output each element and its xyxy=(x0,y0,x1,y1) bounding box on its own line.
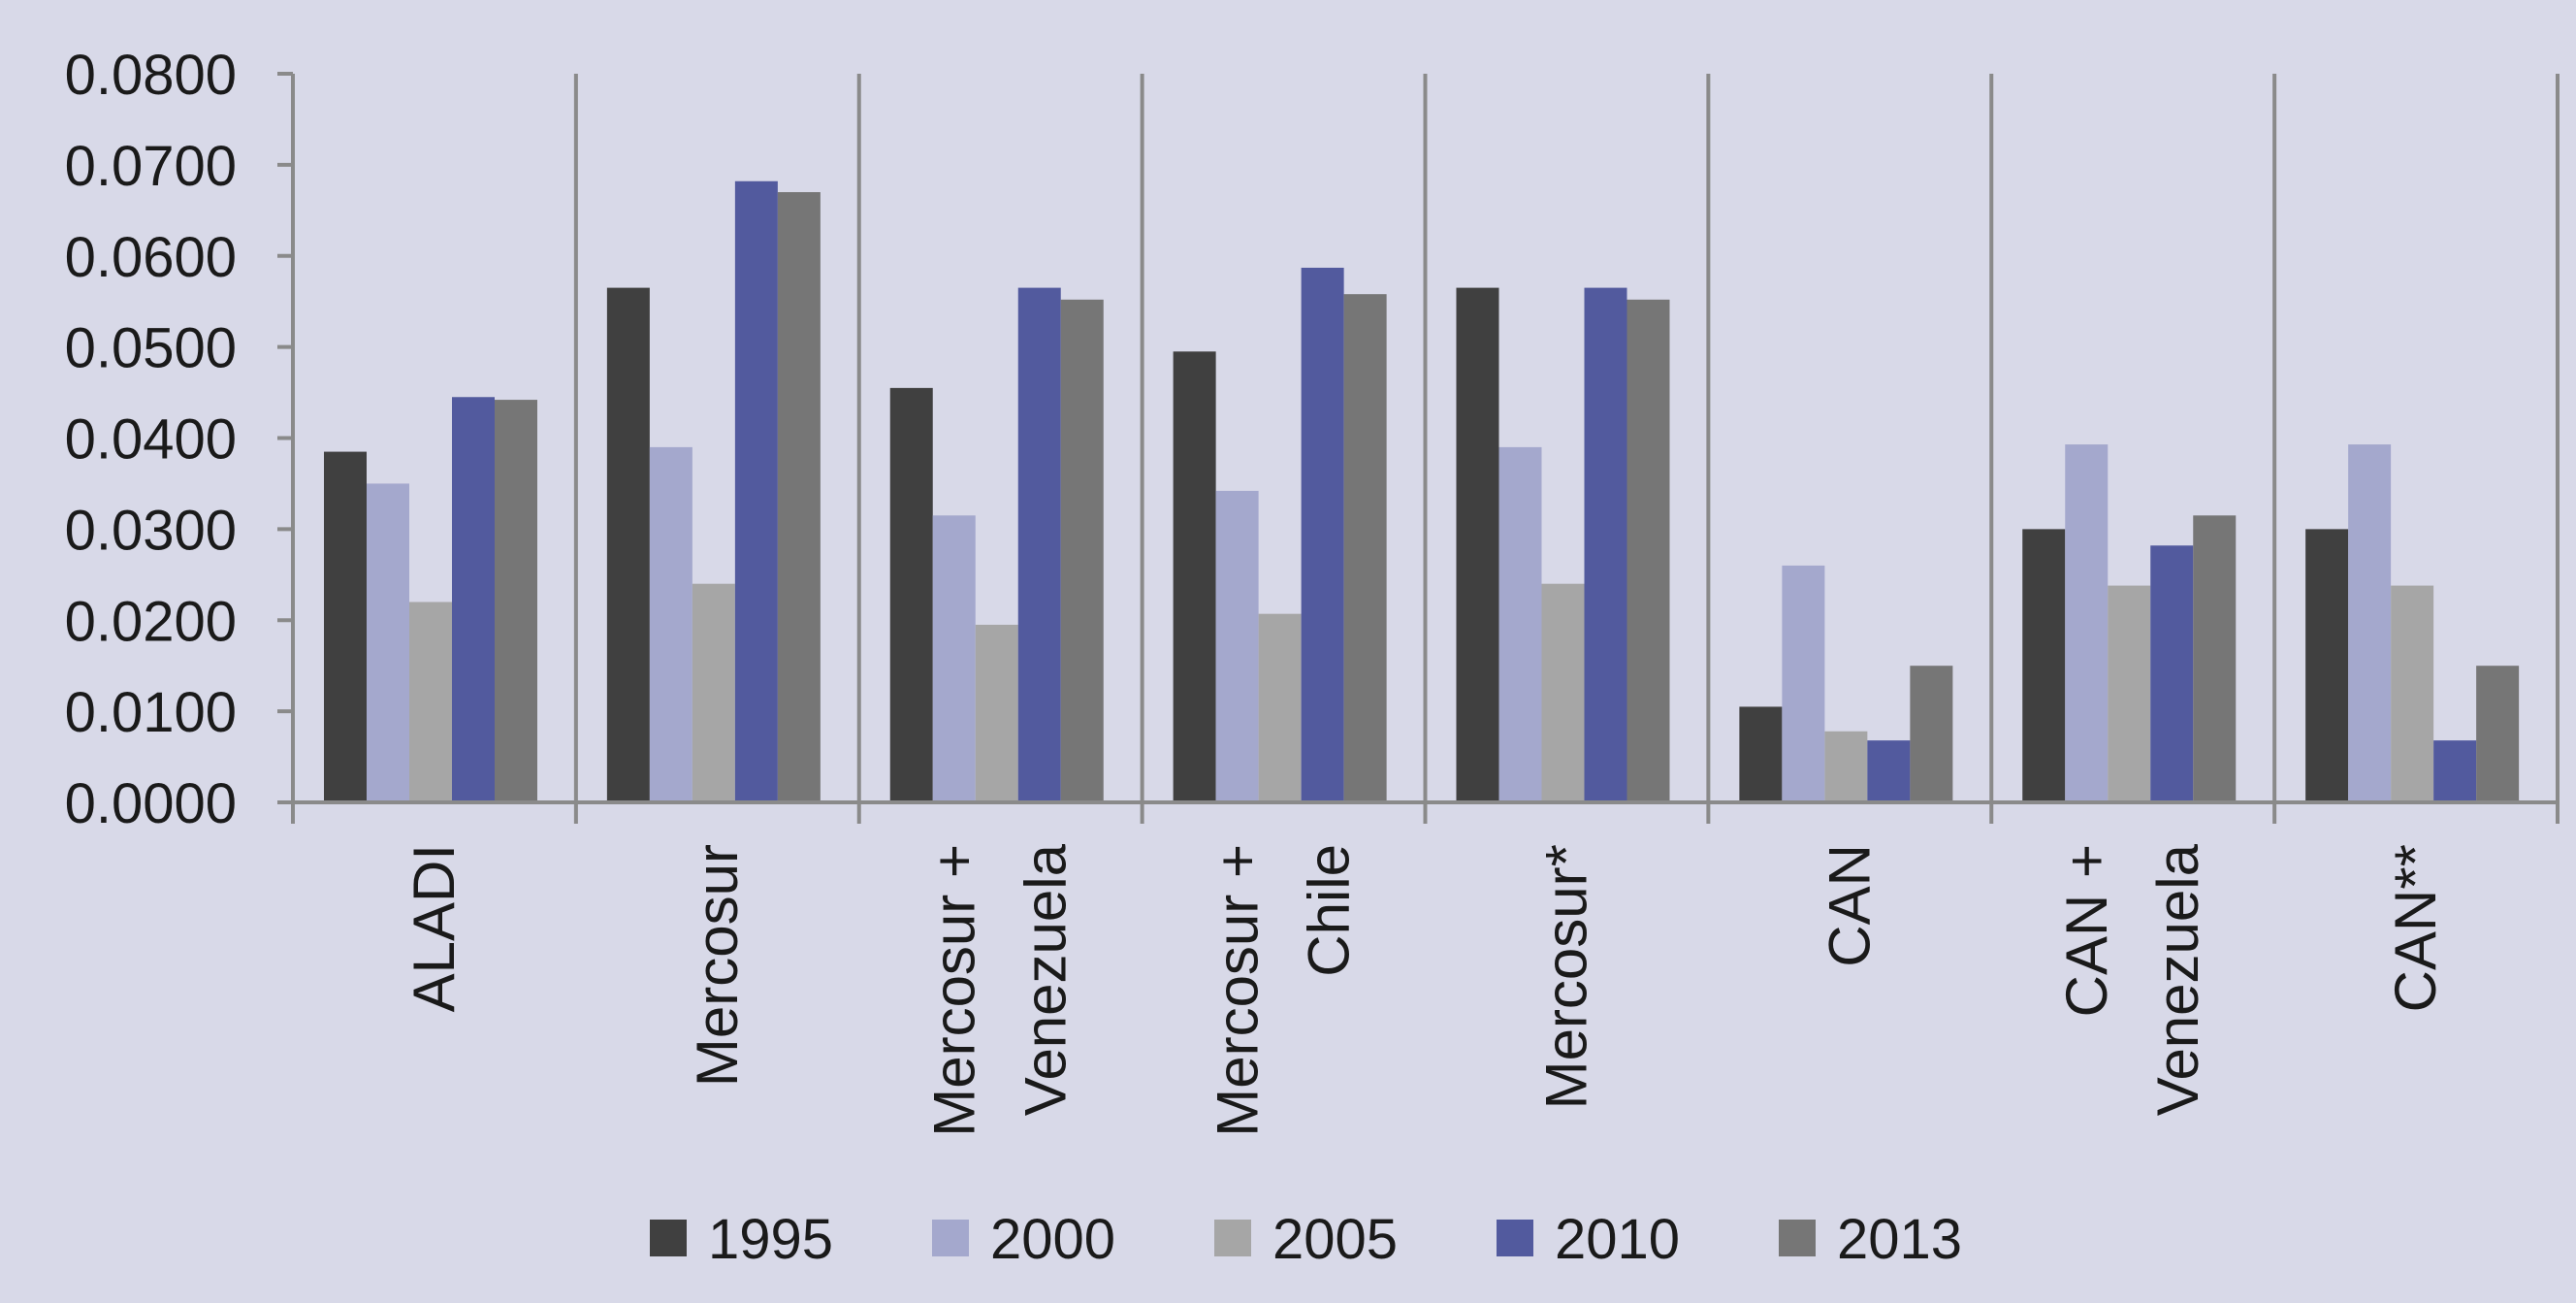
bar-2000-mercosur-chile xyxy=(1215,490,1259,802)
bar-1995-can-venezuela xyxy=(2022,529,2066,802)
x-category-label: Venezuela xyxy=(1014,843,1079,1116)
bar-2013-aladi xyxy=(495,400,537,802)
category-separators xyxy=(573,74,2560,824)
y-tick-label: 0.0700 xyxy=(65,135,237,198)
legend: 1995 2000 2005 2010 2013 xyxy=(650,1208,1962,1271)
y-tick-label: 0.0300 xyxy=(65,499,237,562)
bar-2013-mercosur xyxy=(777,192,821,803)
legend-swatch-2013 xyxy=(1779,1220,1816,1256)
bar-2013-mercosur-venezuela xyxy=(1060,299,1104,802)
x-category-label: CAN xyxy=(1817,844,1882,967)
bars xyxy=(324,180,2520,803)
x-category-label: Mercosur xyxy=(685,844,750,1087)
bar-2010-aladi xyxy=(452,397,495,802)
bar-2000-mercosur- xyxy=(1498,446,1542,802)
legend-label-1995: 1995 xyxy=(708,1208,833,1271)
y-tick-label: 0.0100 xyxy=(65,681,237,744)
bar-2005-aladi xyxy=(409,602,452,802)
legend-label-2010: 2010 xyxy=(1555,1208,1680,1271)
x-category-label: CAN + xyxy=(2054,844,2119,1017)
bar-1995-mercosur-venezuela xyxy=(889,387,933,802)
legend-swatch-1995 xyxy=(650,1220,687,1256)
bar-2005-mercosur- xyxy=(1541,583,1585,802)
x-category-label: Mercosur + xyxy=(922,844,987,1137)
bar-2000-can xyxy=(1782,565,1825,802)
y-tick-label: 0.0400 xyxy=(65,408,237,472)
x-category-label: Mercosur + xyxy=(1206,844,1271,1137)
y-tick-label: 0.0600 xyxy=(65,226,237,289)
x-category-label: Chile xyxy=(1297,844,1362,977)
bar-2000-aladi xyxy=(367,483,409,802)
y-tick-label: 0.0800 xyxy=(65,44,237,107)
bar-2013-mercosur-chile xyxy=(1343,294,1387,802)
bar-1995-mercosur-chile xyxy=(1173,351,1216,802)
bar-2010-can xyxy=(1867,740,1911,802)
legend-swatch-2005 xyxy=(1214,1220,1251,1256)
y-axis-ticks: 0.0000 0.0100 0.0200 0.0300 0.0400 0.0500 0.06… xyxy=(65,44,293,835)
x-category-label: Mercosur* xyxy=(1533,844,1598,1109)
bar-2000-mercosur xyxy=(649,446,692,802)
bar-2013-can- xyxy=(2476,666,2520,802)
bar-1995-mercosur xyxy=(606,287,650,802)
bar-2005-can-venezuela xyxy=(2108,585,2151,802)
bar-2000-can-venezuela xyxy=(2065,444,2109,802)
legend-label-2000: 2000 xyxy=(990,1208,1115,1271)
bar-2013-mercosur- xyxy=(1626,299,1670,802)
bar-2005-mercosur-venezuela xyxy=(975,624,1018,802)
y-tick-label: 0.0500 xyxy=(65,317,237,380)
legend-label-2005: 2005 xyxy=(1272,1208,1398,1271)
bar-1995-aladi xyxy=(324,451,367,802)
bar-1995-can xyxy=(1739,706,1783,802)
legend-label-2013: 2013 xyxy=(1837,1208,1962,1271)
y-tick-label: 0.0200 xyxy=(65,590,237,653)
y-tick-label: 0.0000 xyxy=(65,772,237,835)
x-category-label: Venezuela xyxy=(2145,843,2210,1116)
bar-2005-can- xyxy=(2391,585,2434,802)
legend-swatch-2000 xyxy=(932,1220,969,1256)
bar-2010-mercosur-chile xyxy=(1301,267,1344,802)
bar-2013-can xyxy=(1910,666,1953,802)
bar-2010-can-venezuela xyxy=(2150,545,2194,802)
bar-2010-mercosur-venezuela xyxy=(1017,287,1061,802)
bar-2010-mercosur xyxy=(734,180,778,802)
bar-2005-can xyxy=(1824,731,1868,802)
bar-2005-mercosur xyxy=(692,583,735,802)
bar-2000-mercosur-venezuela xyxy=(932,515,976,802)
bar-2013-can-venezuela xyxy=(2193,515,2237,802)
bar-2010-can- xyxy=(2433,740,2477,802)
x-axis-category-labels: ALADI Mercosur Mercosur + Venezuela Mercosur… xyxy=(402,843,2448,1136)
x-category-label: CAN** xyxy=(2383,844,2448,1012)
bar-1995-mercosur- xyxy=(1456,287,1499,802)
bar-2000-can- xyxy=(2348,444,2392,802)
legend-swatch-2010 xyxy=(1497,1220,1533,1256)
bar-2005-mercosur-chile xyxy=(1258,613,1302,802)
bar-2010-mercosur- xyxy=(1584,287,1627,802)
x-category-label: ALADI xyxy=(402,844,467,1012)
bar-1995-can- xyxy=(2305,529,2349,802)
